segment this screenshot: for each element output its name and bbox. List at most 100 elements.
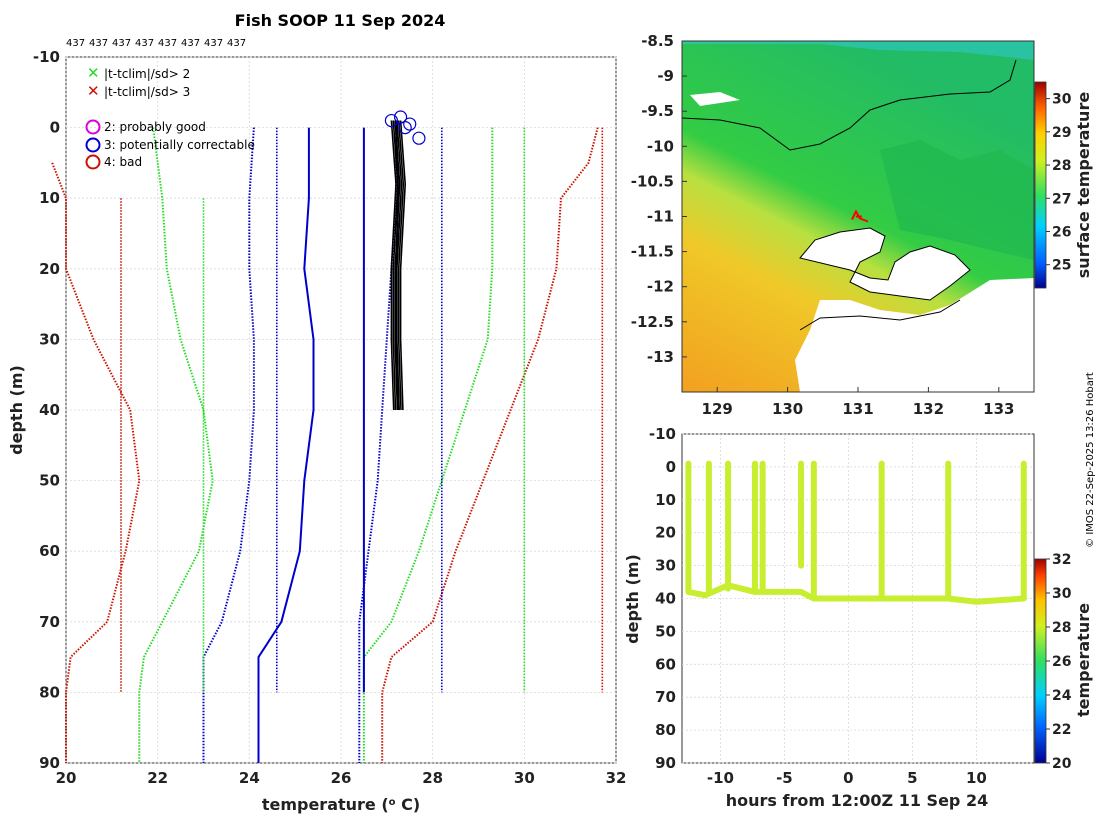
map-ytick: -9 — [657, 67, 674, 85]
temp-colorbar-tick: 24 — [1052, 688, 1072, 704]
sst-colorbar-tick: 29 — [1052, 125, 1071, 141]
profile-xtick: 26 — [331, 769, 352, 787]
qc3-flag-marker — [384, 113, 399, 128]
cloud-patch — [690, 92, 740, 106]
count-label: 437 — [112, 38, 131, 49]
profile-series — [257, 127, 315, 763]
profile-legend: ✕ |t-tclim|/sd> 2 ✕ |t-tclim|/sd> 3 2: p… — [85, 64, 255, 170]
map-ytick: -8.5 — [641, 32, 674, 50]
count-label: 437 — [66, 38, 85, 49]
count-label: 437 — [89, 38, 108, 49]
map-ytick: -10.5 — [631, 172, 674, 190]
figure-title: Fish SOOP 11 Sep 2024 — [235, 11, 446, 30]
profile-xtick: 22 — [147, 769, 168, 787]
timeseries-ytick: 80 — [655, 721, 676, 739]
temp-colorbar-label: temperature — [1074, 603, 1093, 717]
timeseries-ytick: 50 — [655, 622, 676, 640]
count-labels: 437 437 437 437 437 437 437 437 — [66, 38, 246, 49]
map-panel: 129 130 131 132 133 -8.5 -9 -9.5 -10 -10.5 -11 -11.… — [631, 32, 1093, 418]
profile-ytick: 10 — [39, 189, 60, 207]
profile-ytick: 30 — [39, 330, 60, 348]
temp-colorbar-tick: 20 — [1052, 756, 1072, 772]
observed-profile — [396, 120, 403, 411]
map-ytick: -9.5 — [641, 102, 674, 120]
timeseries-ytick: 30 — [655, 557, 676, 575]
timeseries-ylabel: depth (m) — [623, 554, 642, 644]
land-coast — [799, 227, 971, 301]
profile-series — [362, 127, 494, 763]
profile-series — [51, 162, 141, 763]
legend-qc4: 4: bad — [104, 155, 142, 169]
timeseries-panel: -10 -5 0 5 10 -10 0 10 20 30 40 50 60 70 80 90 hours fr… — [623, 425, 1093, 810]
timeseries-ytick: 20 — [655, 524, 676, 542]
sst-colorbar — [1034, 81, 1047, 289]
sst-colorbar-tick: 25 — [1052, 258, 1071, 274]
red-x-marker-icon: ✕ — [87, 82, 100, 100]
profile-ytick: 90 — [39, 754, 60, 772]
map-ytick: -12.5 — [631, 313, 674, 331]
timeseries-ytick: 0 — [666, 458, 676, 476]
profile-ytick: 50 — [39, 472, 60, 490]
observed-profile — [397, 120, 405, 411]
temp-colorbar-tick: 30 — [1052, 586, 1072, 602]
profile-ytick: 40 — [39, 401, 60, 419]
cool-water-patch — [682, 41, 1034, 60]
temp-colorbar-tick: 22 — [1052, 722, 1071, 738]
map-ytick: -12 — [647, 278, 674, 296]
profile-xtick: 30 — [514, 769, 535, 787]
sst-colorbar-tick: 26 — [1052, 225, 1071, 241]
temp-colorbar-tick: 32 — [1052, 552, 1071, 568]
sst-colorbar-tick: 27 — [1052, 191, 1071, 207]
profile-ytick: 0 — [50, 119, 60, 137]
sst-colorbar-tick: 28 — [1052, 158, 1071, 174]
profile-ytick: 80 — [39, 683, 60, 701]
profile-xtick: 32 — [606, 769, 627, 787]
ship-track — [851, 209, 869, 223]
temp-colorbar — [1034, 558, 1047, 764]
timeseries-xtick: -10 — [707, 769, 734, 787]
qc3-flag-marker — [412, 131, 426, 145]
timeseries-xlabel: hours from 12:00Z 11 Sep 24 — [726, 791, 988, 810]
qc3-flag-marker — [398, 120, 412, 135]
profile-xtick: 24 — [239, 769, 260, 787]
map-ytick: -11.5 — [631, 243, 674, 261]
timeseries-ytick: 40 — [655, 590, 676, 608]
observed-profile — [390, 120, 397, 411]
count-label: 437 — [227, 38, 246, 49]
map-xtick: 133 — [983, 400, 1014, 418]
map-ytick: -13 — [647, 348, 674, 366]
temp-colorbar-tick: 28 — [1052, 620, 1071, 636]
bottom-track — [687, 582, 1025, 605]
profile-xtick: 20 — [56, 769, 77, 787]
map-xtick: 130 — [772, 400, 803, 418]
timeseries-ytick: 10 — [655, 491, 676, 509]
profile-series — [202, 127, 255, 763]
red-circle-icon — [85, 154, 101, 170]
profile-ytick: -10 — [33, 48, 60, 66]
eez-boundary — [682, 59, 1017, 151]
temp-colorbar-tick: 26 — [1052, 654, 1071, 670]
profile-xtick: 28 — [422, 769, 443, 787]
map-xtick: 132 — [913, 400, 944, 418]
count-label: 437 — [181, 38, 200, 49]
timeseries-xtick: 0 — [843, 769, 853, 787]
observed-profile — [394, 120, 401, 411]
copyright-text: © IMOS 22-Sep-2025 13:26 Hobart — [1085, 372, 1096, 548]
observed-profile — [392, 120, 399, 411]
green-water-patch — [880, 140, 1034, 260]
timeseries-xtick: 5 — [907, 769, 917, 787]
profile-ytick: 20 — [39, 260, 60, 278]
legend-qc3: 3: potentially correctable — [104, 138, 255, 152]
profile-xlabel: temperature (o C) — [262, 795, 420, 814]
profile-series — [138, 127, 214, 763]
count-label: 437 — [158, 38, 177, 49]
map-ytick: -11 — [647, 208, 674, 226]
timeseries-xtick: -5 — [776, 769, 793, 787]
count-label: 437 — [204, 38, 223, 49]
legend-qc2: 2: probably good — [104, 120, 206, 134]
land-mainland — [795, 278, 1034, 392]
magenta-circle-icon — [85, 119, 101, 135]
profile-ytick: 70 — [39, 613, 60, 631]
timeseries-ytick: -10 — [649, 425, 676, 443]
timeseries-xtick: 10 — [966, 769, 987, 787]
